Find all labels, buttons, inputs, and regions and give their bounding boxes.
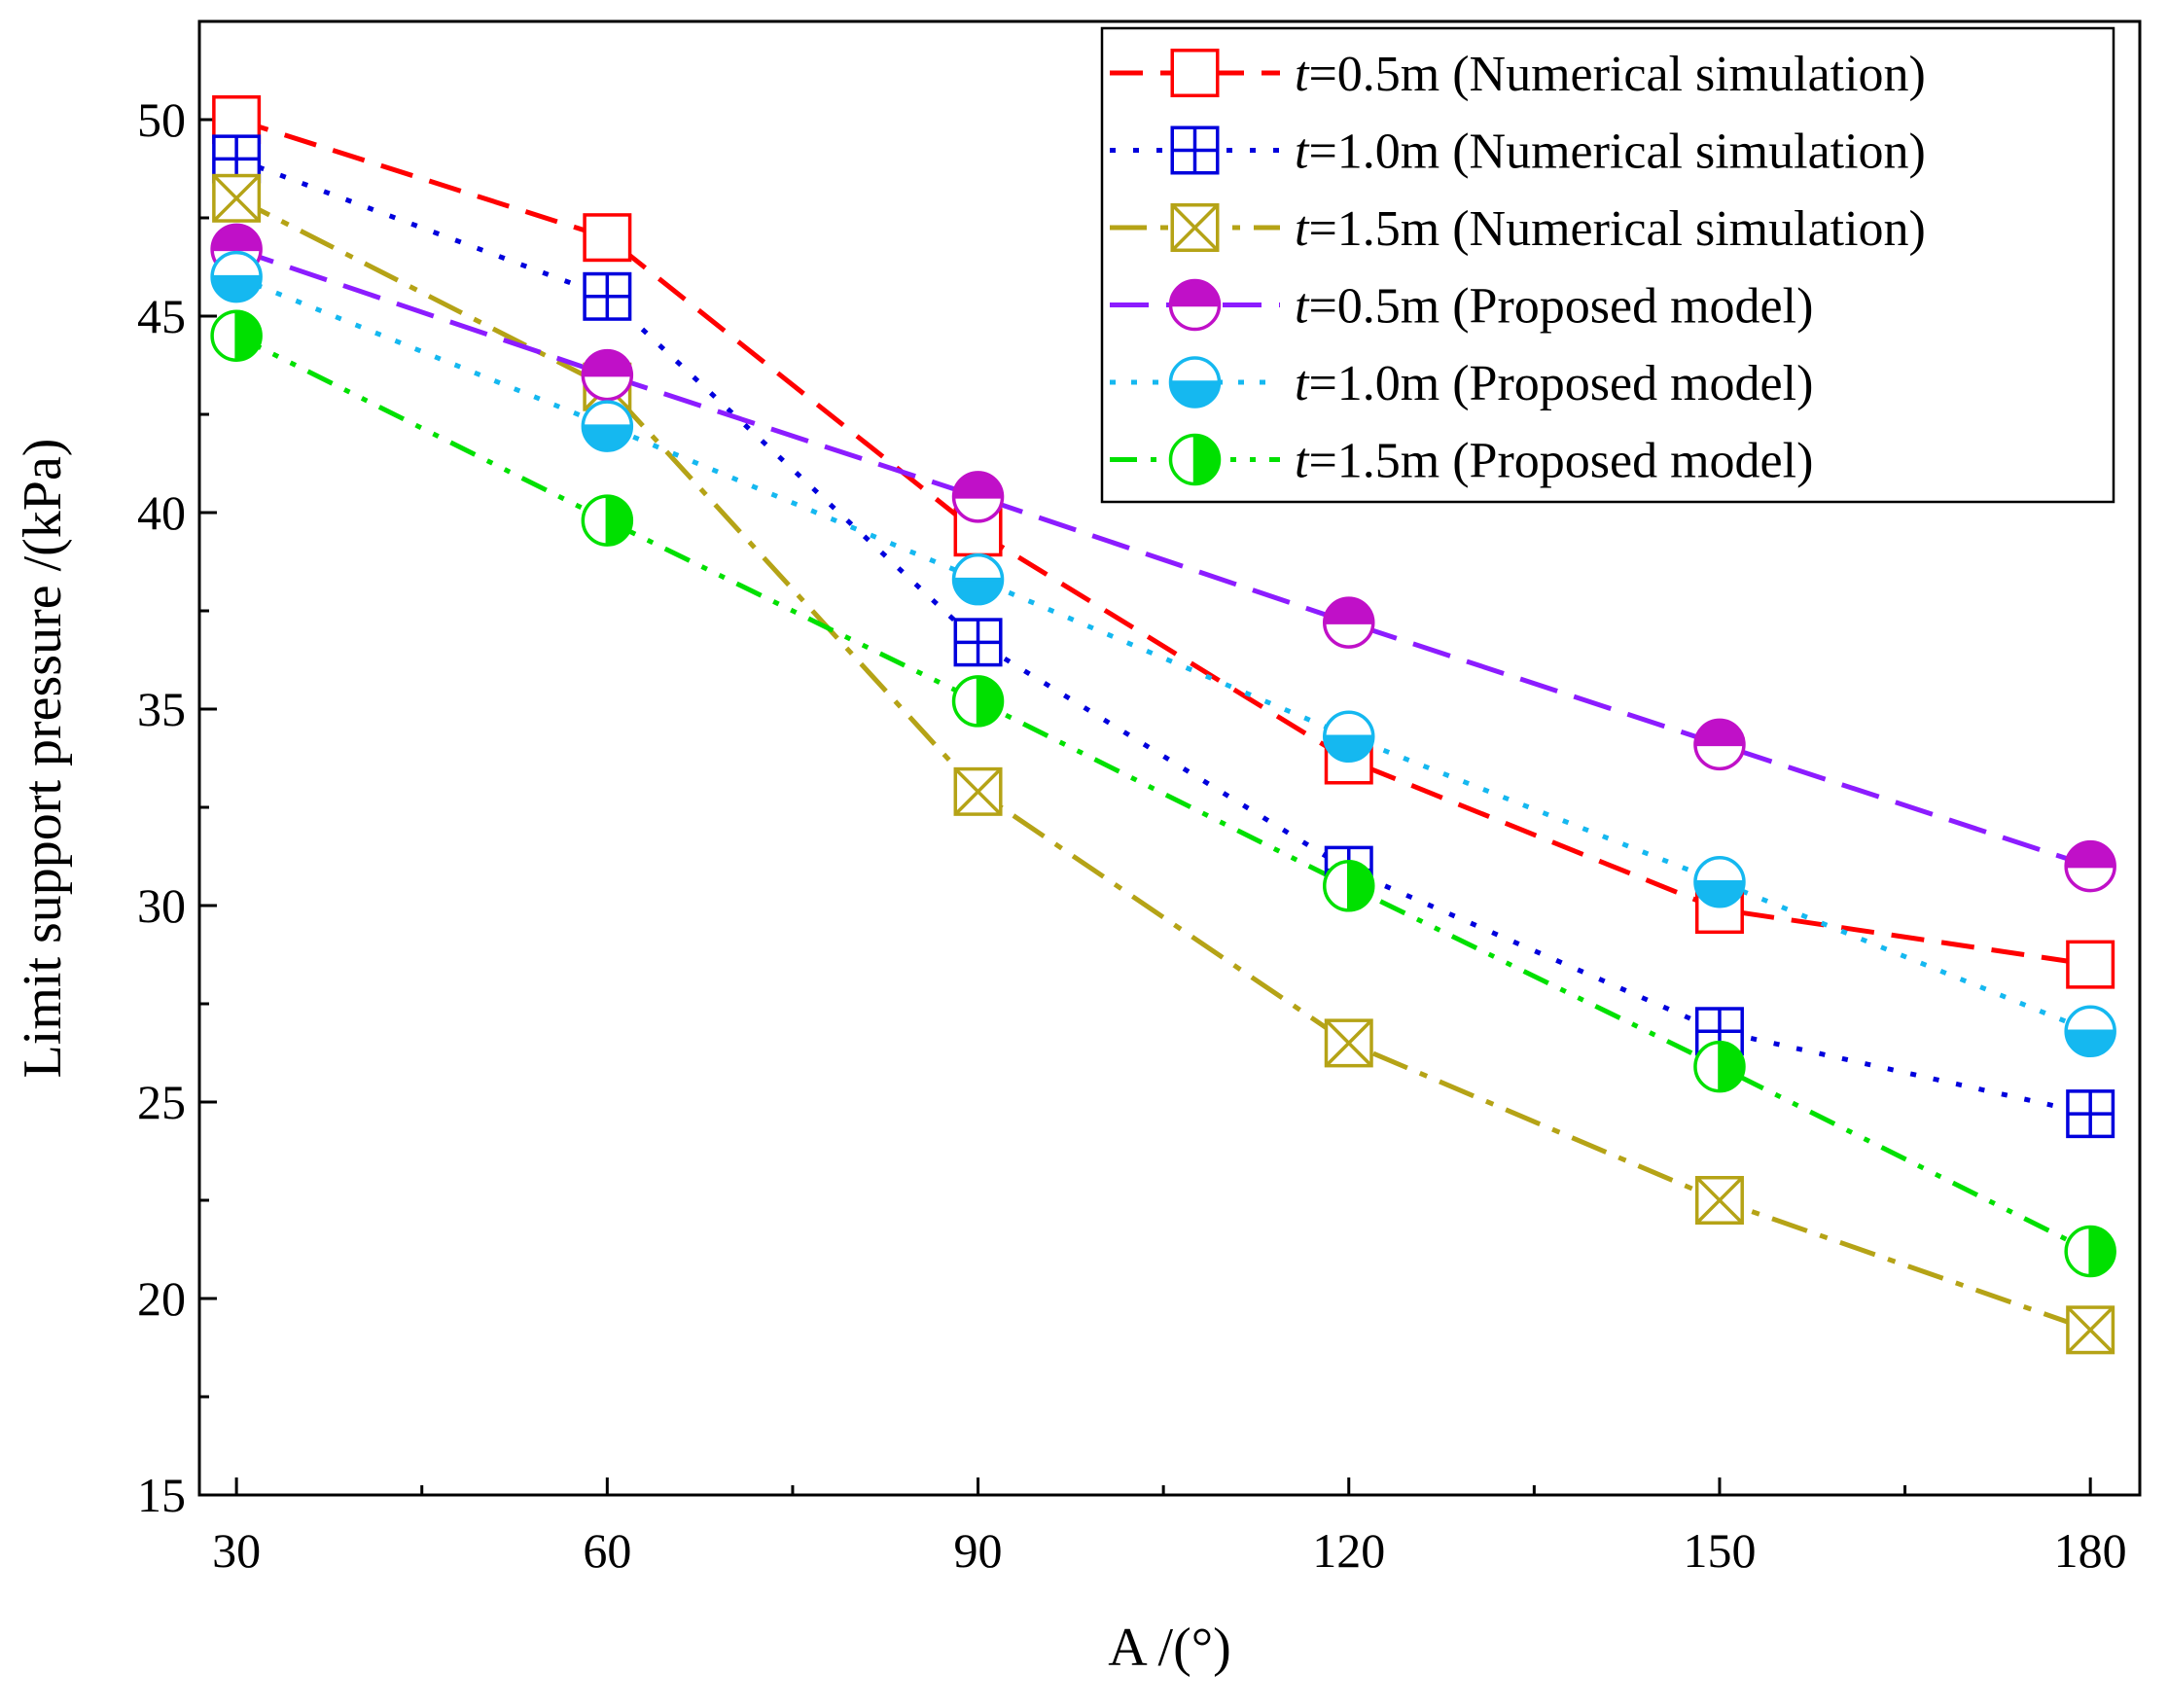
series-line xyxy=(234,196,2092,1333)
legend-entry-label: t=1.0m (Numerical simulation) xyxy=(1295,125,1926,180)
y-tick-label: 50 xyxy=(137,92,186,147)
data-marker xyxy=(583,271,632,321)
data-marker xyxy=(2066,940,2115,989)
legend-entry-label: t=1.5m (Numerical simulation) xyxy=(1295,201,1926,257)
data-marker xyxy=(1694,1176,1744,1225)
y-tick-label: 40 xyxy=(137,485,186,540)
data-marker xyxy=(210,250,263,303)
data-marker xyxy=(1168,278,1222,332)
legend-entry-label: t=1.0m (Proposed model) xyxy=(1295,356,1813,411)
data-marker xyxy=(1170,125,1220,175)
data-marker xyxy=(212,173,262,223)
data-marker xyxy=(951,552,1005,606)
legend-entry-label: t=0.5m (Numerical simulation) xyxy=(1295,47,1926,102)
y-tick-label: 35 xyxy=(137,682,186,736)
data-marker xyxy=(1168,433,1222,486)
y-tick-label: 25 xyxy=(137,1075,186,1129)
y-tick-label: 45 xyxy=(137,289,186,343)
data-marker xyxy=(1170,49,1220,97)
data-marker xyxy=(951,471,1005,523)
series-line xyxy=(234,333,2092,1254)
x-tick-label: 180 xyxy=(2054,1523,2127,1578)
data-marker xyxy=(1693,718,1746,771)
plot-frame xyxy=(197,19,2142,1497)
data-marker xyxy=(953,766,1003,816)
data-marker xyxy=(581,348,634,402)
series-line xyxy=(235,246,2091,869)
data-marker xyxy=(2064,1005,2116,1058)
data-marker xyxy=(1324,1018,1373,1068)
data-marker xyxy=(1693,856,1746,908)
data-marker xyxy=(583,213,632,263)
series-line xyxy=(235,117,2091,968)
data-marker xyxy=(2064,1225,2116,1278)
data-marker xyxy=(581,494,634,547)
y-tick-label: 30 xyxy=(137,878,186,933)
x-tick-label: 150 xyxy=(1683,1523,1756,1578)
legend-entry-label: t=1.5m (Proposed model) xyxy=(1295,434,1813,489)
tick-labels: 30 60 90 120 150 180 15 20 25 30 35 40 45 50 xyxy=(137,92,2127,1578)
legend-box xyxy=(1100,26,2115,504)
x-tick-label: 90 xyxy=(954,1523,1003,1578)
x-tick-label: 60 xyxy=(583,1523,631,1578)
data-marker xyxy=(1323,710,1375,764)
data-marker xyxy=(1323,596,1375,649)
data-marker xyxy=(951,675,1005,728)
data-marker xyxy=(1323,860,1375,912)
series-lines xyxy=(234,117,2092,1333)
legend-entry-label: t=0.5m (Proposed model) xyxy=(1295,279,1813,335)
x-tick-label: 120 xyxy=(1312,1523,1385,1578)
x-axis-title: A /(°) xyxy=(1108,1618,1231,1678)
legend: t=0.5m (Numerical simulation) t=1.0m (Num… xyxy=(1100,26,2115,504)
data-marker xyxy=(2064,839,2116,893)
y-axis-title: Limit support pressure /(kPa) xyxy=(13,439,73,1079)
data-marker xyxy=(1170,203,1220,252)
y-tick-label: 15 xyxy=(137,1468,186,1522)
x-tick-label: 30 xyxy=(212,1523,261,1578)
data-marker xyxy=(210,309,263,362)
data-marker xyxy=(953,618,1003,667)
data-marker xyxy=(2066,1305,2115,1355)
data-marker xyxy=(1693,1040,1746,1093)
data-marker xyxy=(1168,356,1222,409)
data-marker xyxy=(581,400,634,452)
y-tick-label: 20 xyxy=(137,1271,186,1326)
data-marker xyxy=(2066,1089,2115,1139)
data-markers xyxy=(210,95,2116,1355)
series-line xyxy=(235,157,2091,1117)
